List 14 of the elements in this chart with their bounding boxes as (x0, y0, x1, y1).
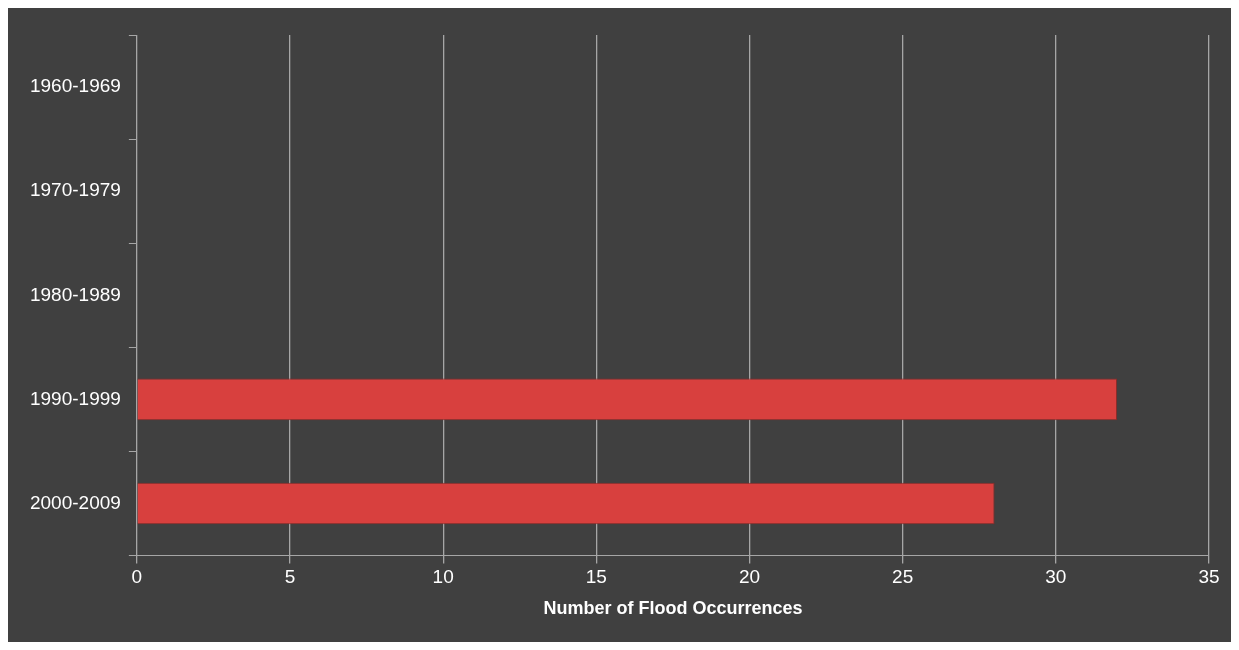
x-tick-label: 20 (738, 566, 761, 588)
y-tick-label: 2000-2009 (29, 491, 121, 513)
y-tick-label: 1960-1969 (29, 75, 121, 97)
y-tick-label: 1990-1999 (29, 387, 121, 409)
x-tick-label: 35 (1198, 566, 1220, 588)
x-axis-title: Number of Flood Occurrences (543, 598, 803, 619)
x-tick-label: 25 (892, 566, 914, 588)
x-tick-label: 30 (1045, 566, 1067, 588)
y-tick-label: 1980-1989 (29, 283, 121, 305)
x-tick-label: 0 (131, 566, 143, 588)
y-tick-label: 1970-1979 (29, 179, 121, 201)
x-tick-label: 5 (284, 566, 296, 588)
x-tick-label: 10 (432, 566, 454, 588)
x-tick-label: 15 (585, 566, 607, 588)
